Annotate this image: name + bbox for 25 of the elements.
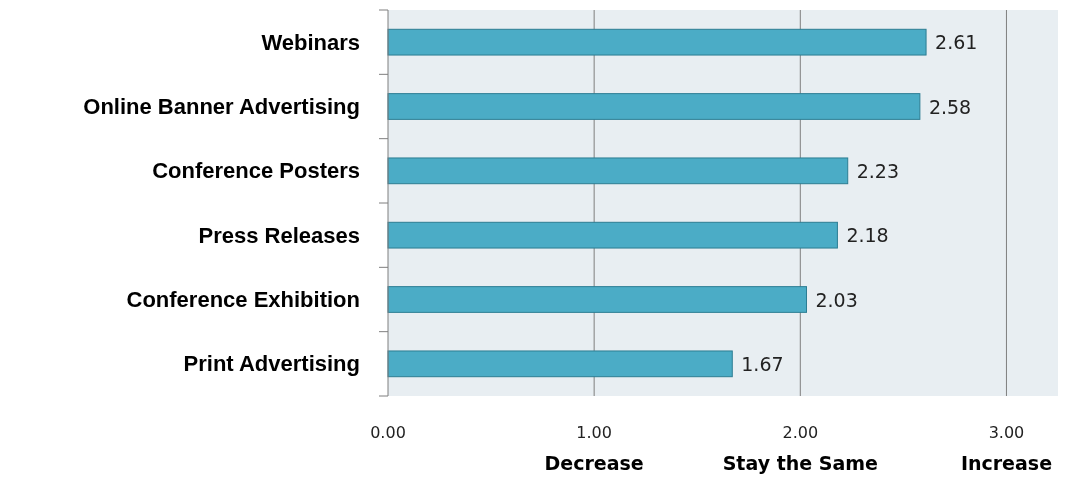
text: Increase [960, 452, 1053, 474]
y-tick-label: Conference Exhibition [126, 287, 360, 312]
data-label: 2.18 [846, 224, 889, 247]
y-tick-label: Online Banner Advertising [83, 94, 360, 119]
x-tick-label: 1.00 [576, 423, 612, 442]
data-label: 1.67 [741, 352, 784, 375]
data-label: 2.58 [928, 95, 972, 118]
bar [387, 350, 733, 378]
bar [387, 28, 927, 56]
bar [387, 221, 838, 249]
data-label: 2.61 [935, 31, 978, 54]
text: Stay the Same [722, 452, 878, 474]
text: Decrease [544, 452, 644, 474]
y-tick-label: Print Advertising [183, 351, 360, 377]
data-label: 2.03 [815, 288, 858, 311]
bar [387, 93, 921, 120]
bar [387, 286, 807, 313]
y-tick-label: Conference Posters [152, 158, 360, 184]
x-tick-label: 3.00 [988, 423, 1025, 442]
x-tick-label: 0.00 [370, 423, 406, 442]
bar [387, 157, 849, 185]
y-tick-label: Press Releases [198, 222, 360, 248]
data-label: 2.23 [856, 159, 900, 182]
y-tick-label: Webinars [261, 29, 360, 55]
x-tick-label: 2.00 [782, 423, 819, 442]
